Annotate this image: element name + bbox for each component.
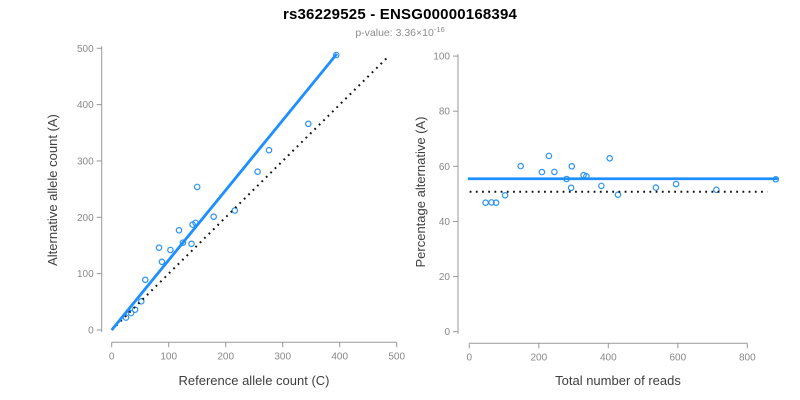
- data-point: [606, 155, 614, 162]
- data-point: [131, 306, 139, 314]
- x-tick-label: 300: [274, 351, 291, 362]
- data-point: [142, 276, 149, 284]
- x-tick-label: 400: [331, 351, 348, 362]
- page-title: rs36229525 - ENSG00000168394: [282, 6, 518, 23]
- data-point: [551, 168, 558, 176]
- y-tick-label: 20: [439, 272, 451, 283]
- y-tick-label: 40: [439, 217, 451, 228]
- x-tick-label: 800: [739, 352, 756, 363]
- data-point: [492, 199, 500, 207]
- x-tick-label: 200: [530, 352, 547, 363]
- data-point: [501, 192, 509, 199]
- y-tick-label: 200: [77, 213, 94, 224]
- p-value-subtitle: p-value: 3.36×10-16: [0, 25, 800, 39]
- p-value-text: p-value: 3.36×10: [355, 27, 434, 39]
- panel-percentage-vs-depth: 0 20 40 60 80 100 0 200 400 600 800 Total number of…: [413, 52, 780, 388]
- x-tick-label: 600: [669, 352, 686, 363]
- y-tick-label: 0: [444, 327, 450, 338]
- fit-line: [110, 53, 338, 331]
- y-tick-label: 60: [439, 162, 451, 173]
- p-value-exponent: -16: [433, 25, 445, 34]
- data-point: [189, 221, 196, 228]
- data-point: [158, 258, 166, 266]
- x-tick-label: 0: [467, 352, 473, 363]
- y-tick-label: 100: [77, 269, 94, 280]
- y-axis-label: Alternative allele count (A): [45, 114, 60, 266]
- y-tick-label: 500: [77, 44, 94, 55]
- data-point: [127, 309, 135, 317]
- data-point: [155, 244, 163, 252]
- data-point: [254, 168, 261, 176]
- data-point: [167, 246, 174, 254]
- data-point: [614, 191, 622, 199]
- data-point: [138, 297, 145, 305]
- x-tick-label: 0: [109, 351, 115, 362]
- data-point: [713, 186, 720, 194]
- data-point: [231, 207, 239, 214]
- x-tick-label: 500: [388, 351, 405, 362]
- data-point: [482, 199, 489, 207]
- data-point: [188, 240, 195, 248]
- data-point: [210, 213, 218, 221]
- data-point: [598, 182, 605, 190]
- y-tick-label: 100: [433, 52, 450, 63]
- data-point: [567, 184, 575, 192]
- y-axis-label: Percentage alternative (A): [413, 116, 428, 267]
- data-point: [332, 51, 340, 59]
- data-point: [672, 180, 680, 188]
- data-point: [265, 146, 273, 154]
- data-point: [304, 120, 312, 128]
- data-point: [175, 227, 183, 234]
- y-tick-label: 80: [439, 107, 451, 118]
- data-point: [545, 152, 553, 160]
- y-tick-label: 400: [77, 100, 94, 111]
- y-tick-label: 0: [88, 326, 94, 337]
- y-tick-label: 300: [77, 156, 94, 167]
- data-point: [179, 239, 187, 247]
- data-point: [517, 162, 525, 170]
- data-point: [652, 184, 660, 191]
- data-point: [538, 168, 546, 176]
- data-point: [568, 163, 576, 170]
- x-tick-label: 100: [160, 351, 177, 362]
- x-axis-label: Total number of reads: [555, 373, 681, 388]
- panel-allele-counts: 0 100 200 300 400 500 0 100 200 300 400 500 Referenc…: [45, 44, 405, 388]
- x-axis-label: Reference allele count (C): [178, 373, 329, 388]
- x-tick-label: 200: [217, 351, 234, 362]
- x-tick-label: 400: [600, 352, 617, 363]
- identity-line: [110, 54, 390, 331]
- data-point: [193, 183, 201, 191]
